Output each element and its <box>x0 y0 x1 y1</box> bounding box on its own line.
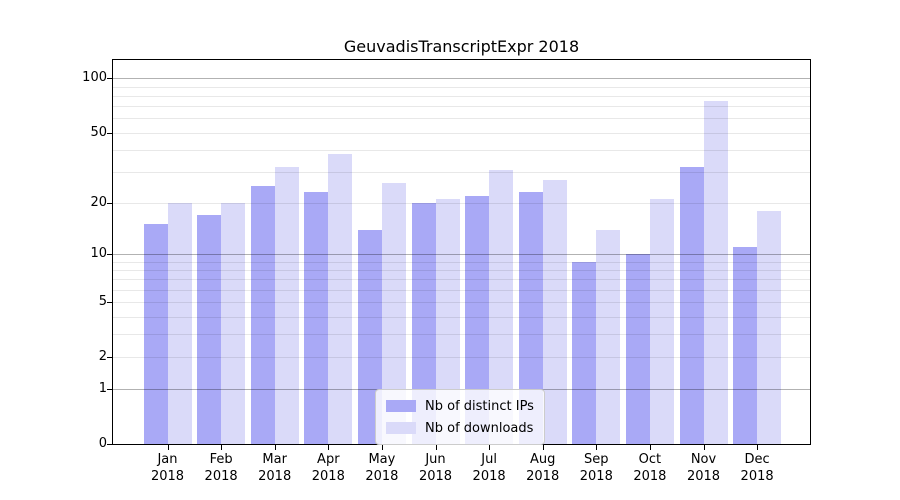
bar-downloads-dec <box>757 210 782 444</box>
bar-distinct-ips-oct <box>625 254 650 444</box>
x-tick-label-may: May 2018 <box>365 452 399 484</box>
gridline-minor-2 <box>113 357 810 358</box>
y-tick-mark-2 <box>107 357 112 358</box>
y-tick-mark-10 <box>107 254 112 255</box>
x-tick-label-apr: Apr 2018 <box>311 452 345 484</box>
y-tick-label-5: 5 <box>98 294 107 310</box>
bar-distinct-ips-dec <box>733 247 758 444</box>
x-tick-mark-dec <box>757 445 759 450</box>
legend-label-distinct-ips: Nb of distinct IPs <box>425 398 534 414</box>
bar-downloads-aug <box>542 180 567 444</box>
bar-distinct-ips-feb <box>197 215 222 444</box>
y-tick-mark-1 <box>107 389 112 391</box>
x-tick-label-dec: Dec 2018 <box>740 452 774 484</box>
x-tick-label-nov: Nov 2018 <box>686 452 721 484</box>
x-tick-label-oct: Oct 2018 <box>633 452 667 484</box>
legend-label-downloads: Nb of downloads <box>425 420 534 436</box>
x-tick-label-sep: Sep 2018 <box>579 452 613 484</box>
y-tick-label-50: 50 <box>90 124 107 140</box>
gridline-minor-80 <box>113 95 810 97</box>
bar-downloads-mar <box>274 167 299 444</box>
plot-area: Nb of distinct IPs Nb of downloads <box>112 59 811 445</box>
y-tick-mark-20 <box>107 202 112 204</box>
y-tick-label-2: 2 <box>98 349 107 364</box>
y-tick-label-100: 100 <box>82 70 107 86</box>
gridline-major-100 <box>113 78 810 80</box>
x-tick-mark-sep <box>596 445 598 450</box>
legend-swatch-downloads <box>386 422 416 434</box>
gridline-minor-50 <box>113 132 810 134</box>
x-tick-mark-nov <box>703 445 705 450</box>
y-tick-mark-100 <box>107 78 112 80</box>
legend-item-distinct-ips: Nb of distinct IPs <box>386 395 534 417</box>
x-tick-mark-aug <box>542 445 544 450</box>
x-tick-mark-jun <box>435 445 437 450</box>
y-tick-label-1: 1 <box>98 381 107 397</box>
bar-distinct-ips-jan <box>143 224 168 444</box>
gridline-minor-3 <box>113 334 810 336</box>
gridline-minor-7 <box>113 279 810 281</box>
y-tick-mark-50 <box>107 132 112 134</box>
gridline-minor-60 <box>113 118 810 120</box>
bar-downloads-feb <box>221 202 246 444</box>
x-tick-mark-may <box>381 445 383 450</box>
x-tick-mark-jul <box>489 445 491 450</box>
bar-distinct-ips-mar <box>250 185 275 444</box>
bar-downloads-jan <box>167 202 192 444</box>
x-tick-label-jun: Jun 2018 <box>418 452 453 484</box>
gridline-minor-40 <box>113 149 810 151</box>
bar-downloads-sep <box>596 229 621 444</box>
gridline-major-10 <box>113 254 810 255</box>
y-tick-mark-5 <box>107 302 112 304</box>
gridline-minor-8 <box>113 269 810 271</box>
x-tick-mark-apr <box>328 445 330 450</box>
x-tick-mark-jan <box>167 445 169 450</box>
gridline-minor-9 <box>113 261 810 263</box>
gridline-minor-90 <box>113 86 810 88</box>
bar-distinct-ips-sep <box>572 261 597 444</box>
gridline-minor-5 <box>113 302 810 304</box>
y-tick-label-10: 10 <box>90 246 107 261</box>
gridline-minor-6 <box>113 289 810 291</box>
x-tick-label-mar: Mar 2018 <box>258 452 292 484</box>
x-tick-mark-feb <box>221 445 223 450</box>
gridline-minor-4 <box>113 316 810 318</box>
gridline-minor-20 <box>113 202 810 204</box>
x-tick-label-jan: Jan 2018 <box>150 452 185 484</box>
y-tick-mark-0 <box>107 444 112 445</box>
bar-downloads-nov <box>703 100 728 444</box>
gridline-minor-70 <box>113 106 810 108</box>
legend-item-downloads: Nb of downloads <box>386 417 534 439</box>
bar-distinct-ips-nov <box>679 167 704 444</box>
gridline-minor-30 <box>113 172 810 173</box>
x-tick-label-aug: Aug 2018 <box>526 452 560 484</box>
y-tick-label-20: 20 <box>90 194 107 210</box>
bar-downloads-apr <box>328 153 353 444</box>
bar-distinct-ips-apr <box>304 192 329 444</box>
y-tick-label-0: 0 <box>98 436 107 451</box>
x-tick-mark-mar <box>274 445 276 450</box>
legend-swatch-distinct-ips <box>386 400 416 412</box>
bar-downloads-oct <box>649 199 674 444</box>
chart-title: GeuvadisTranscriptExpr 2018 <box>343 37 580 56</box>
x-tick-mark-oct <box>649 445 651 450</box>
x-tick-label-jul: Jul 2018 <box>472 452 506 484</box>
x-tick-label-feb: Feb 2018 <box>204 452 238 484</box>
legend: Nb of distinct IPs Nb of downloads <box>375 389 545 445</box>
